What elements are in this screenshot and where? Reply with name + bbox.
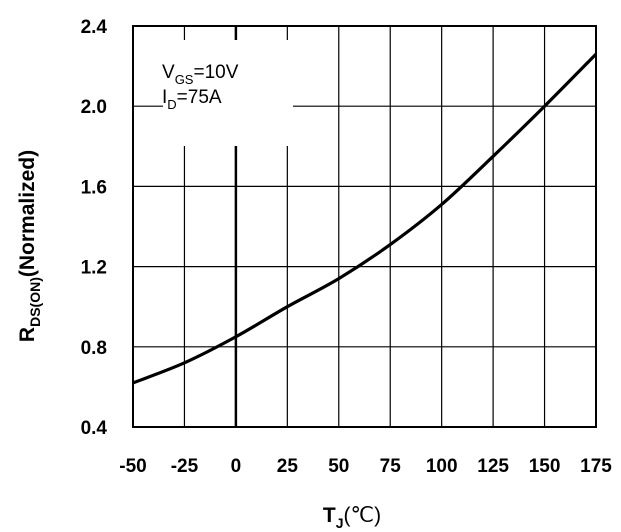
x-axis-title-sub: J <box>336 515 344 531</box>
y-tick-labels: 0.4 0.8 1.2 1.6 2.0 2.4 <box>81 17 108 439</box>
annotation-vgs: VGS=10V <box>162 62 239 87</box>
annotation-vgs-sub: GS <box>175 72 194 87</box>
annotation-id-sub: D <box>167 97 176 112</box>
annotation-id: ID=75A <box>162 87 222 112</box>
x-tick-label-7: 125 <box>477 456 509 477</box>
y-axis-title-main: R <box>16 327 39 342</box>
x-tick-label-6: 100 <box>426 456 458 477</box>
annotation-backdrop <box>163 40 293 146</box>
x-tick-label-2: 0 <box>231 456 242 477</box>
x-tick-label-9: 175 <box>580 456 612 477</box>
y-axis-title: RDS(ON)(Normalized) <box>16 150 43 342</box>
y-tick-label-1: 0.8 <box>81 338 107 359</box>
y-axis-title-sub: DS(ON) <box>27 277 43 327</box>
x-axis-title-unit: (℃) <box>344 504 382 527</box>
y-tick-label-2: 1.2 <box>81 258 107 279</box>
annotation-background <box>163 40 293 146</box>
series-layer <box>132 52 598 385</box>
y-tick-label-4: 2.0 <box>81 97 107 118</box>
x-tick-label-8: 150 <box>529 456 561 477</box>
x-tick-label-5: 75 <box>380 456 402 477</box>
x-tick-label-0: -50 <box>119 456 146 477</box>
x-tick-label-3: 25 <box>277 456 299 477</box>
y-tick-label-5: 2.4 <box>81 17 108 38</box>
annotation-vgs-main: V <box>162 62 175 83</box>
x-tick-label-4: 50 <box>328 456 349 477</box>
y-axis-title-rest: (Normalized) <box>16 150 39 277</box>
annotation-id-rest: =75A <box>177 87 222 108</box>
annotation-vgs-rest: =10V <box>193 62 238 83</box>
plot-frame <box>132 25 597 428</box>
x-axis-title: TJ(℃) <box>323 504 381 531</box>
y-tick-label-3: 1.6 <box>81 177 107 198</box>
y-tick-label-0: 0.4 <box>81 418 108 439</box>
x-tick-label-1: -25 <box>171 456 199 477</box>
annotation-id-main: I <box>162 87 167 108</box>
series-line-rdson <box>132 52 598 385</box>
x-axis-title-main: T <box>323 504 336 527</box>
x-tick-labels: -50 -25 0 25 50 75 100 125 150 175 <box>119 456 612 477</box>
